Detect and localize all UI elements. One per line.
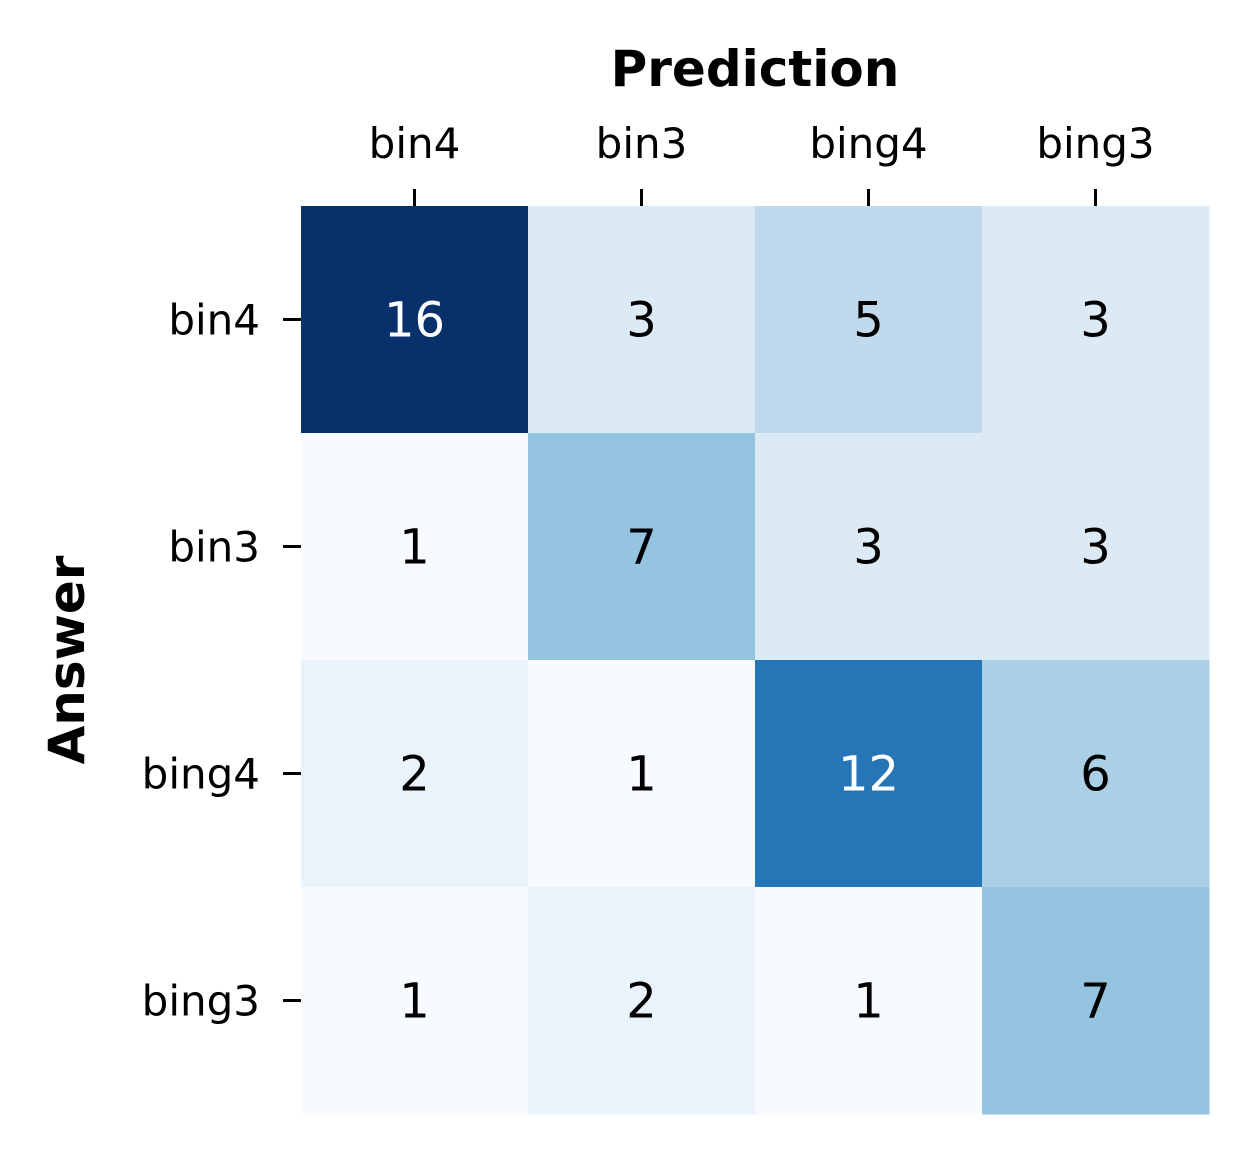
- cell-value-label: 7: [626, 520, 657, 576]
- x-tick-label: bin4: [369, 119, 461, 168]
- cell-value-label: 6: [1080, 747, 1111, 803]
- x-tick-label: bing4: [809, 119, 927, 168]
- heatmap-cell: [301, 433, 529, 661]
- heatmap-cells: 16 3 5 31 7 3 32 1 12 61 2 1 7: [301, 206, 1210, 1115]
- cell-value-label: 1: [399, 974, 430, 1030]
- heatmap-cell: [301, 887, 529, 1115]
- y-axis-title: Answer: [38, 555, 96, 764]
- cell-value-label: 7: [1080, 974, 1111, 1030]
- heatmap-cell: [982, 433, 1210, 661]
- heatmap-cell: [528, 887, 756, 1115]
- x-axis-ticks: bin4 bin3 bing4 bing3: [369, 119, 1155, 206]
- heatmap-cell: [982, 887, 1210, 1115]
- heatmap-cell: [755, 206, 983, 434]
- cell-value-label: 1: [399, 520, 430, 576]
- x-tick-label: bing3: [1036, 119, 1154, 168]
- cell-value-label: 2: [626, 974, 657, 1030]
- cell-value-label: 16: [384, 293, 445, 349]
- heatmap-cell: [528, 433, 756, 661]
- heatmap-cell: [982, 660, 1210, 888]
- y-tick-label: bing3: [142, 977, 260, 1026]
- cell-value-label: 5: [853, 293, 884, 349]
- heatmap-cell: [301, 206, 529, 434]
- heatmap-cell: [755, 887, 983, 1115]
- cell-value-label: 12: [838, 747, 899, 803]
- cell-value-label: 3: [853, 520, 884, 576]
- cell-value-label: 1: [853, 974, 884, 1030]
- x-axis-title: Prediction: [611, 40, 900, 98]
- cell-value-label: 3: [1080, 293, 1111, 349]
- cell-value-label: 1: [626, 747, 657, 803]
- x-tick-label: bin3: [596, 119, 688, 168]
- cell-value-label: 3: [626, 293, 657, 349]
- cell-value-label: 3: [1080, 520, 1111, 576]
- cell-value-label: 2: [399, 747, 430, 803]
- heatmap-cell: [755, 433, 983, 661]
- heatmap-cell: [528, 660, 756, 888]
- heatmap-cell: [982, 206, 1210, 434]
- heatmap-cell: [301, 660, 529, 888]
- heatmap-cell: [755, 660, 983, 888]
- y-axis-ticks: bin4 bin3 bing4 bing3: [142, 296, 301, 1026]
- y-tick-label: bing4: [142, 750, 260, 799]
- heatmap-cell: [528, 206, 756, 434]
- y-tick-label: bin4: [168, 296, 260, 345]
- y-tick-label: bin3: [168, 523, 260, 572]
